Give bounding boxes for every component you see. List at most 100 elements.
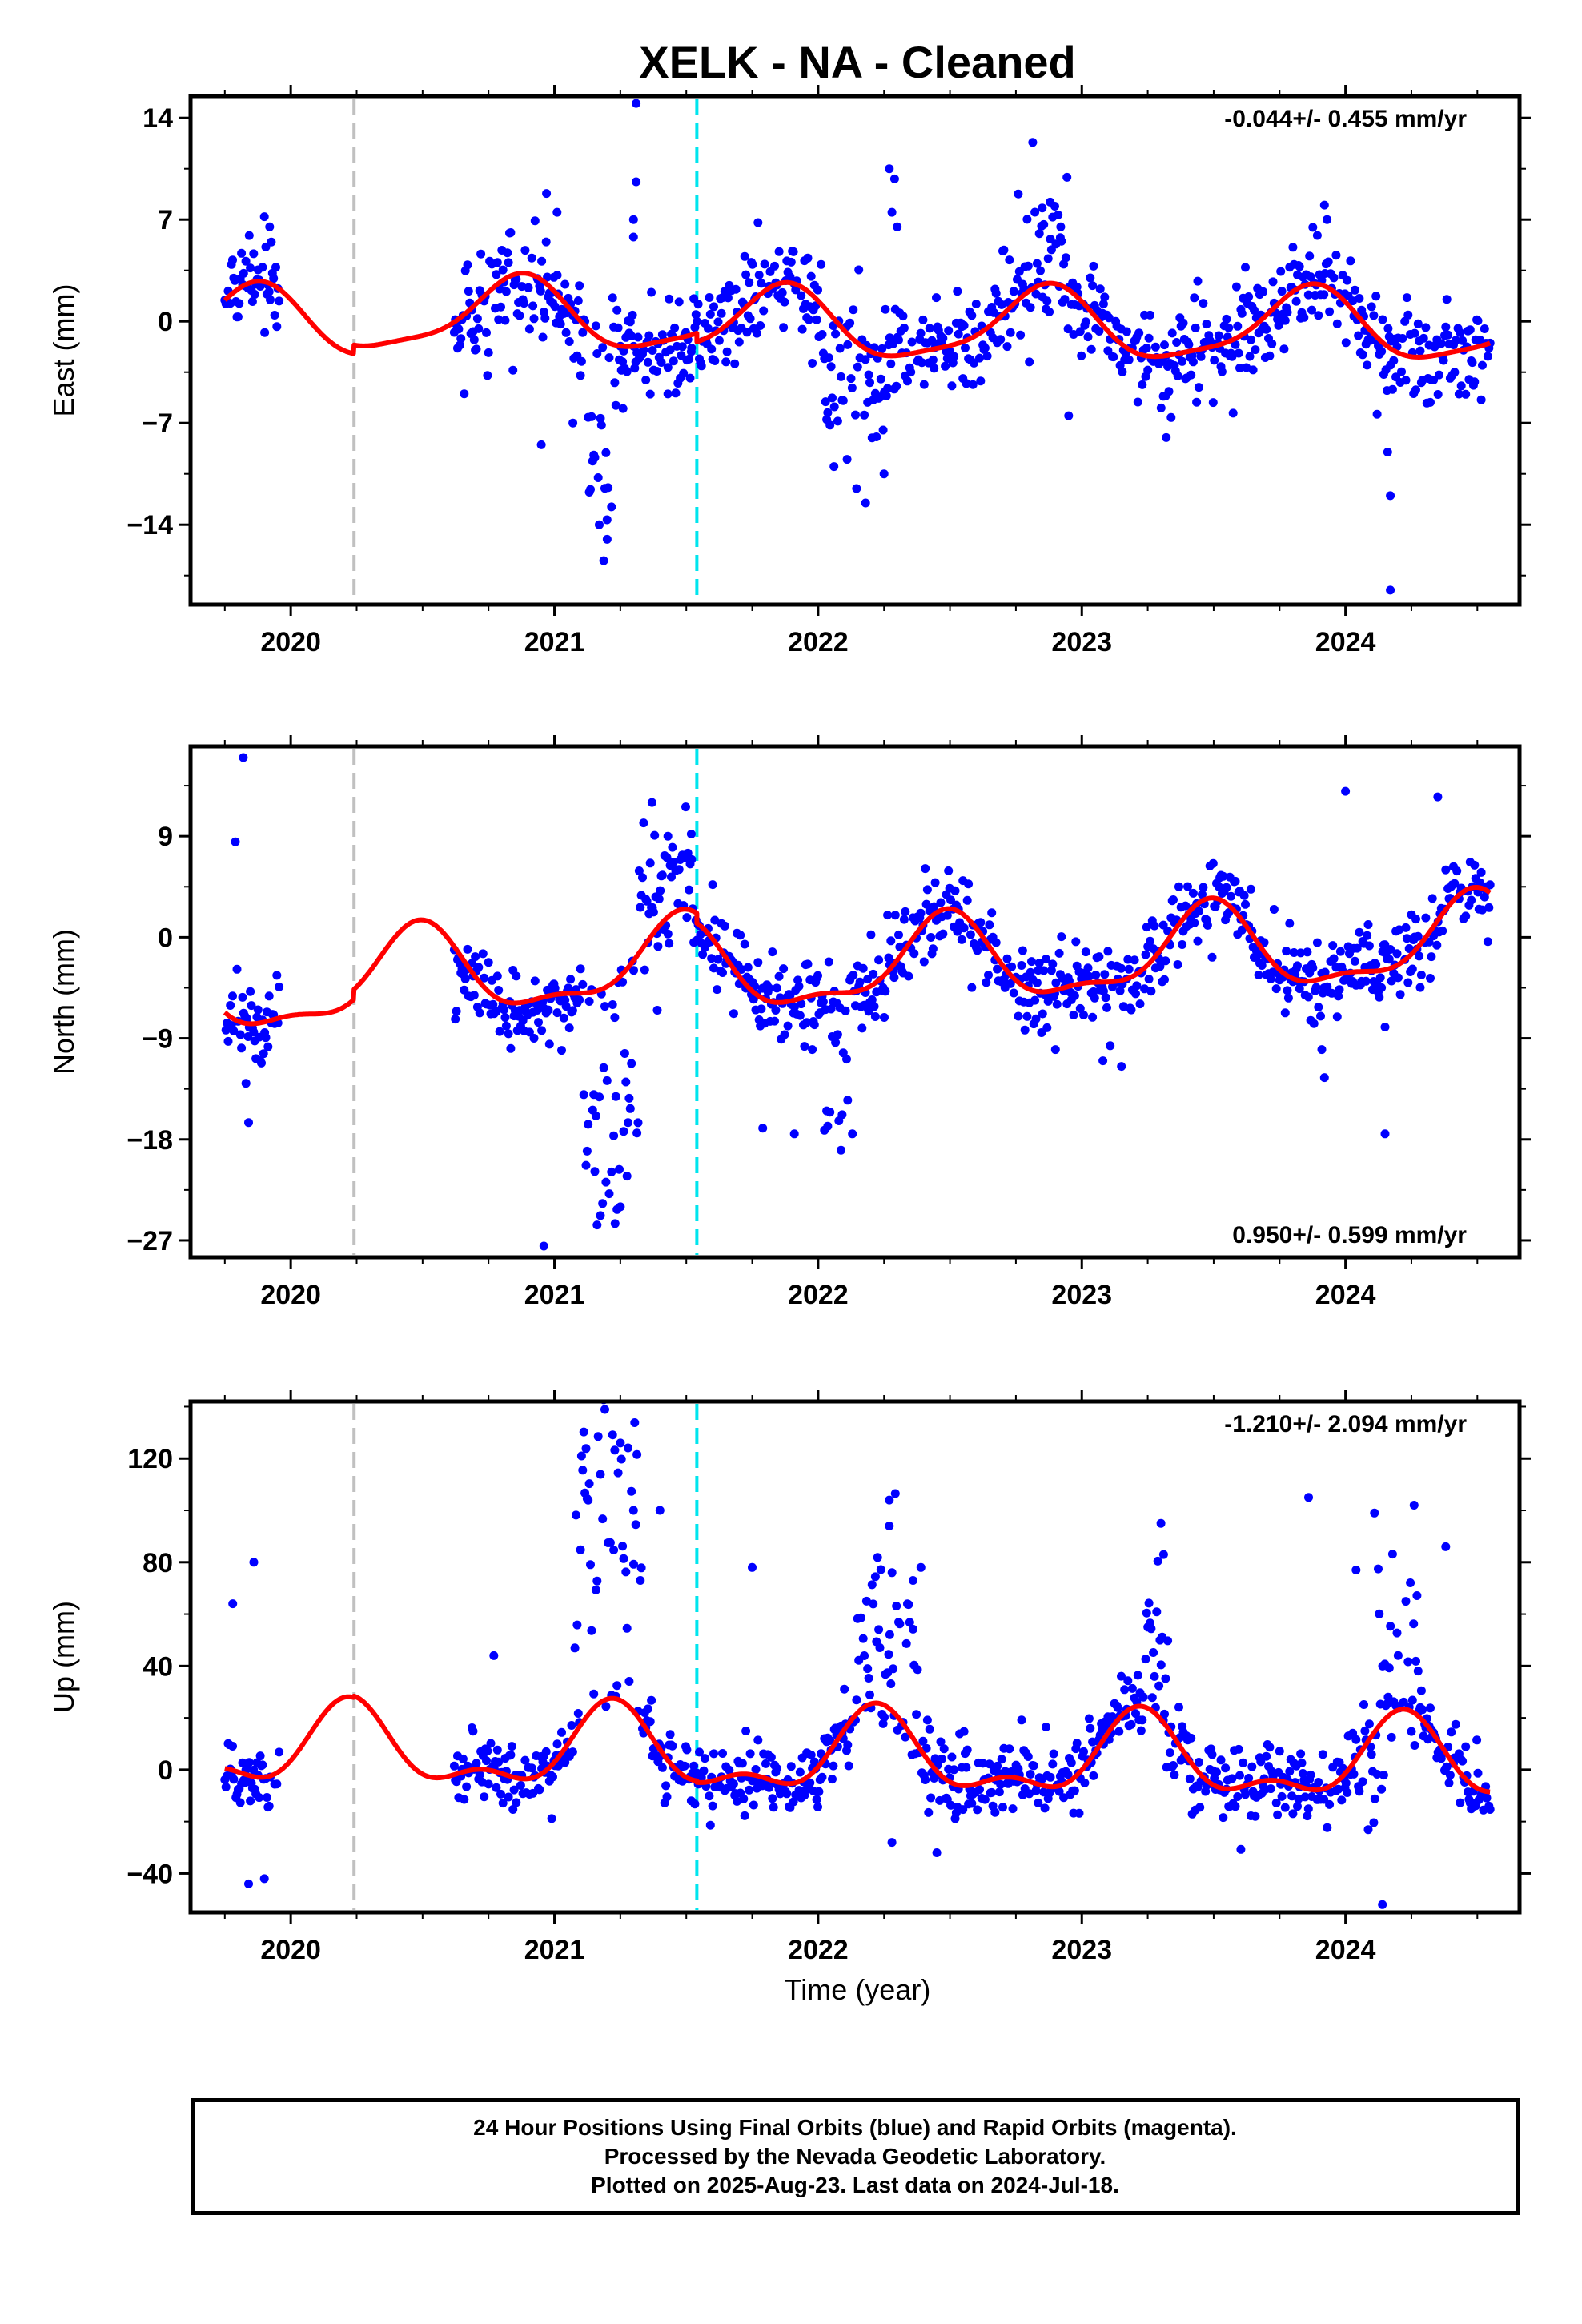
data-point (760, 259, 769, 269)
data-point (802, 1018, 812, 1027)
data-point (509, 1785, 519, 1795)
data-point (1194, 1758, 1203, 1767)
data-point (1054, 1787, 1064, 1796)
data-point (789, 1797, 798, 1807)
data-point (581, 1444, 591, 1454)
data-point (1160, 975, 1169, 984)
rate-label-north: 0.950+/- 0.599 mm/yr (1232, 1222, 1467, 1248)
data-point (880, 1712, 889, 1722)
data-point (889, 973, 899, 983)
data-point (246, 263, 255, 273)
y-tick-label: 40 (143, 1651, 173, 1682)
data-point (1023, 261, 1033, 271)
x-tick-label: 2023 (1051, 1280, 1112, 1310)
data-point (612, 1681, 622, 1691)
data-point (1441, 322, 1451, 332)
data-point (475, 1770, 484, 1779)
data-point (942, 911, 952, 920)
data-point (1427, 894, 1437, 903)
data-point (1062, 172, 1072, 182)
data-point (529, 1034, 539, 1043)
data-point (851, 410, 860, 420)
data-point (1054, 948, 1064, 958)
data-point (852, 1695, 861, 1705)
y-tick-label: 80 (143, 1548, 173, 1578)
data-point (650, 830, 660, 840)
data-point (1323, 215, 1332, 224)
data-point (758, 1124, 768, 1133)
data-point (685, 885, 694, 895)
data-point (890, 1489, 900, 1498)
data-point (529, 314, 539, 324)
x-tick-label: 2023 (1051, 627, 1112, 657)
data-point (997, 1755, 1006, 1764)
data-point (524, 324, 534, 334)
data-point (1002, 342, 1012, 352)
data-point (1207, 1750, 1217, 1759)
data-point (264, 1801, 274, 1811)
data-point (540, 313, 550, 323)
data-point (895, 1619, 905, 1629)
data-point (1279, 344, 1289, 354)
data-point (1117, 1062, 1126, 1072)
data-point (541, 1747, 551, 1756)
data-point (878, 1719, 888, 1728)
data-point (1452, 866, 1462, 876)
data-point (1140, 984, 1150, 994)
data-point (661, 1781, 671, 1791)
data-point (588, 1390, 597, 1399)
data-point (449, 1761, 459, 1771)
data-point (737, 965, 746, 974)
data-point (950, 886, 960, 895)
data-point (1266, 974, 1275, 983)
x-tick-label: 2024 (1315, 627, 1376, 657)
data-point (1133, 397, 1142, 407)
data-point (1442, 295, 1452, 304)
data-point (1329, 954, 1339, 963)
data-point (709, 302, 718, 312)
data-point (691, 310, 701, 320)
data-point (668, 1741, 677, 1751)
data-point (1089, 261, 1098, 271)
data-point (1207, 952, 1217, 962)
data-point (507, 1742, 516, 1751)
data-point (587, 1626, 596, 1635)
data-point (1335, 947, 1345, 956)
data-point (590, 452, 600, 462)
data-point (1077, 351, 1086, 360)
data-point (671, 388, 681, 398)
data-point (1371, 959, 1381, 969)
data-point (797, 324, 807, 334)
data-point (1403, 1657, 1413, 1667)
data-point (665, 345, 675, 355)
data-point (611, 1092, 620, 1101)
data-point (1071, 937, 1081, 947)
x-tick-label: 2022 (788, 627, 849, 657)
data-point (579, 1090, 588, 1100)
data-point (561, 1002, 571, 1011)
data-point (970, 358, 978, 368)
data-point (628, 310, 637, 320)
data-point (1042, 955, 1050, 964)
data-point (1065, 976, 1074, 986)
data-point (1404, 944, 1414, 953)
data-point (475, 1008, 484, 1018)
data-point (1191, 323, 1200, 332)
data-point (958, 1805, 968, 1815)
data-point (1288, 243, 1298, 252)
data-point (686, 830, 696, 838)
data-point (452, 1007, 461, 1016)
data-point (1291, 296, 1301, 306)
data-point (608, 1430, 617, 1440)
data-point (557, 1046, 566, 1055)
data-point (742, 328, 752, 337)
data-point (576, 1451, 586, 1461)
data-point (961, 343, 970, 352)
data-point (745, 1785, 754, 1795)
data-point (584, 1495, 593, 1505)
data-point (838, 396, 848, 405)
data-point (729, 1779, 738, 1789)
data-point (1114, 1727, 1124, 1736)
data-point (837, 1145, 845, 1155)
data-point (817, 259, 826, 269)
